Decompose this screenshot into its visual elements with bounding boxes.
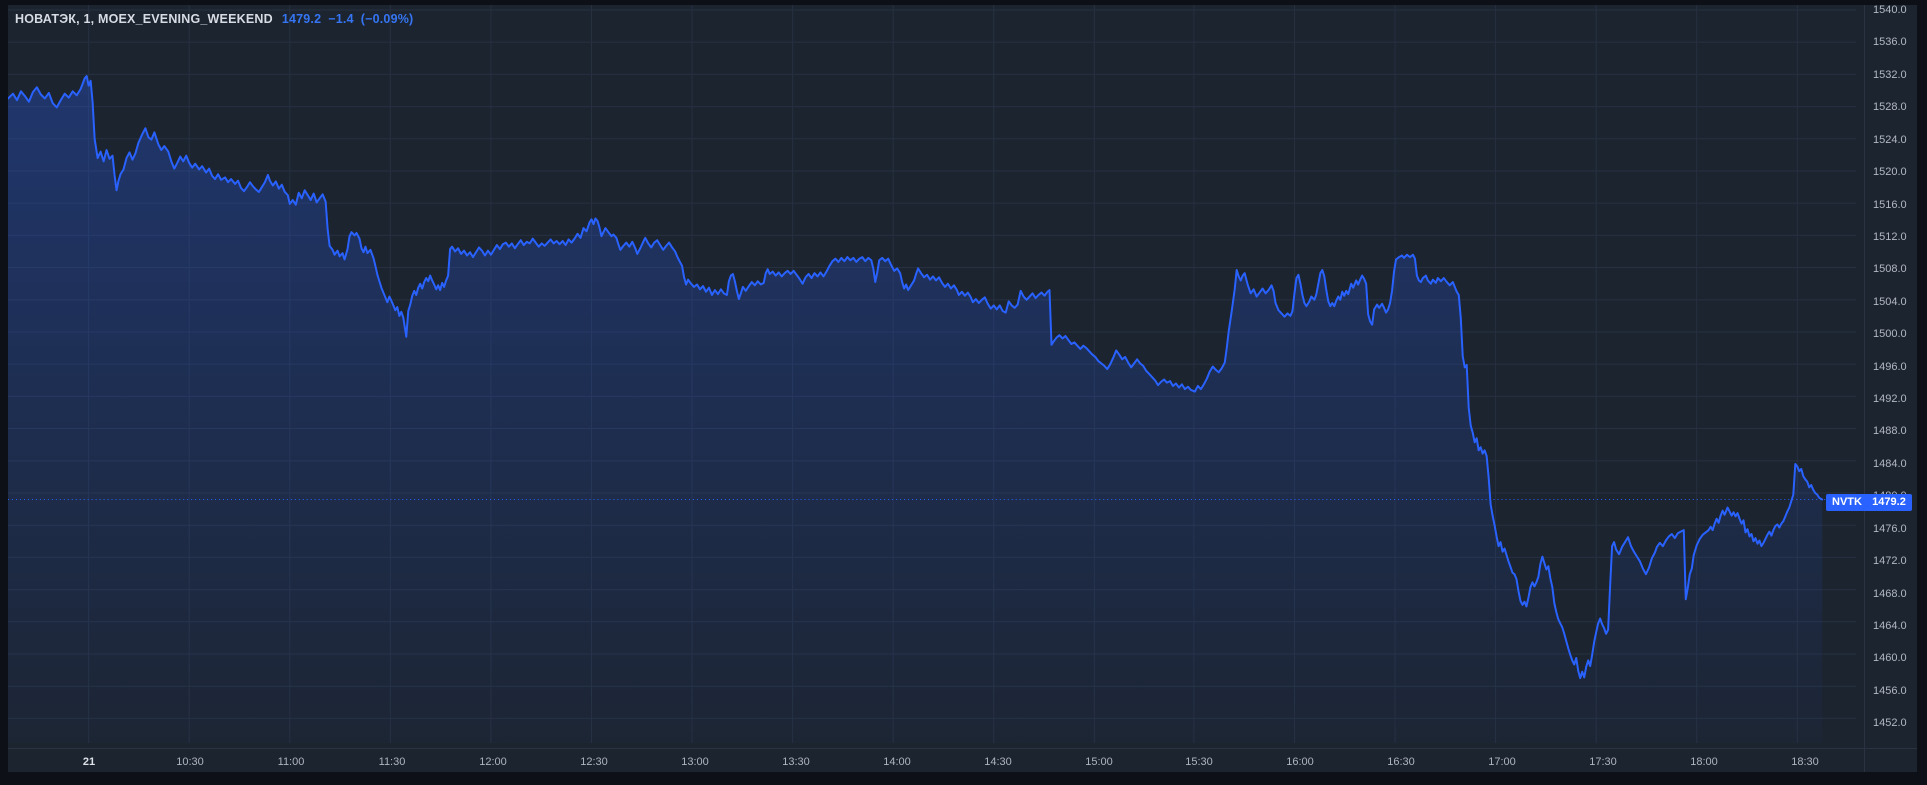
price-axis-label: 1508.0 <box>1873 263 1907 276</box>
time-axis-label: 14:30 <box>984 756 1012 768</box>
legend-change: −1.4 <box>328 12 354 26</box>
price-axis-label: 1492.0 <box>1873 393 1907 406</box>
price-axis-label: 1516.0 <box>1873 198 1907 211</box>
axis-corner-cell <box>1864 748 1917 772</box>
last-price-badge: 1479.2 <box>1866 494 1912 512</box>
price-axis-label: 1472.0 <box>1873 555 1907 568</box>
time-axis-label: 21 <box>82 756 96 768</box>
price-axis-label: 1536.0 <box>1873 36 1907 49</box>
time-axis-label: 11:30 <box>378 756 406 768</box>
price-area-chart[interactable] <box>8 5 1864 748</box>
price-axis-label: 1456.0 <box>1873 684 1907 697</box>
time-axis-label: 12:30 <box>580 756 608 768</box>
price-axis-label: 1520.0 <box>1873 166 1907 179</box>
time-axis[interactable]: 21 10:30 11:00 11:30 12:00 12:30 13:00 13:30 14:… <box>8 748 1864 772</box>
time-axis-label: 15:00 <box>1085 756 1113 768</box>
price-axis-label: 1468.0 <box>1873 587 1907 600</box>
price-axis-label: 1460.0 <box>1873 652 1907 665</box>
price-axis-label: 1488.0 <box>1873 425 1907 438</box>
price-axis-label: 1496.0 <box>1873 360 1907 373</box>
price-axis-label: 1464.0 <box>1873 619 1907 632</box>
price-axis-label: 1484.0 <box>1873 457 1907 470</box>
time-axis-label: 16:30 <box>1387 756 1415 768</box>
time-axis-label: 18:30 <box>1791 756 1819 768</box>
legend-values: 1479.2 −1.4 (−0.09%) <box>282 12 414 26</box>
area-fill <box>8 76 1823 744</box>
time-axis-label: 16:00 <box>1286 756 1314 768</box>
time-axis-label: 18:00 <box>1690 756 1718 768</box>
price-axis-label: 1452.0 <box>1873 717 1907 730</box>
price-axis-label: 1524.0 <box>1873 133 1907 146</box>
time-axis-label: 14:00 <box>883 756 911 768</box>
price-axis-label: 1540.0 <box>1873 4 1907 16</box>
time-axis-label: 13:30 <box>782 756 810 768</box>
legend-change-percent: (−0.09%) <box>360 12 414 26</box>
price-axis-label: 1528.0 <box>1873 101 1907 114</box>
price-axis-label: 1512.0 <box>1873 230 1907 243</box>
time-axis-label: 15:30 <box>1185 756 1213 768</box>
price-axis-label: 1476.0 <box>1873 522 1907 535</box>
time-axis-label: 13:00 <box>681 756 709 768</box>
time-axis-label: 12:00 <box>479 756 507 768</box>
time-axis-label: 17:30 <box>1589 756 1617 768</box>
price-axis-label: 1532.0 <box>1873 68 1907 81</box>
price-axis[interactable]: 1540.0 1536.0 1532.0 1528.0 1524.0 1520.0 1516… <box>1864 4 1917 748</box>
time-axis-label: 10:30 <box>176 756 204 768</box>
price-axis-label: 1504.0 <box>1873 295 1907 308</box>
ticker-tag-label: NVTK <box>1826 494 1868 512</box>
price-axis-label: 1500.0 <box>1873 328 1907 341</box>
time-axis-label: 11:00 <box>277 756 305 768</box>
price-line[interactable] <box>8 75 1824 680</box>
symbol-title[interactable]: НОВАТЭК, 1, MOEX_EVENING_WEEKEND <box>15 12 273 26</box>
time-axis-label: 17:00 <box>1488 756 1516 768</box>
legend-last-price: 1479.2 <box>281 12 322 26</box>
symbol-legend[interactable]: НОВАТЭК, 1, MOEX_EVENING_WEEKEND 1479.2 … <box>15 12 413 26</box>
